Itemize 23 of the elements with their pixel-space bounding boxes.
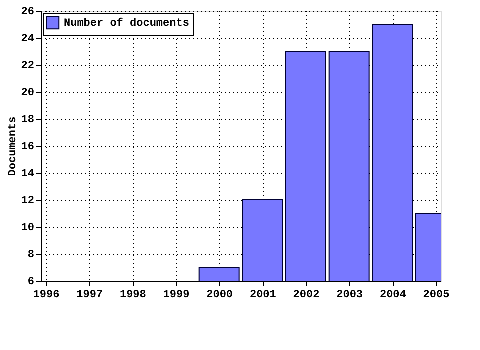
x-tick-label: 2001 [250, 290, 277, 302]
y-tick-label: 20 [21, 88, 34, 100]
x-tick-label: 2004 [380, 290, 407, 302]
x-tick-label: 1999 [163, 290, 190, 302]
legend-label: Number of documents [64, 17, 190, 30]
y-tick-label: 26 [21, 6, 34, 18]
x-tick-label: 1997 [76, 290, 104, 302]
x-tick-label: 1996 [33, 290, 60, 302]
x-tick-label: 1998 [120, 290, 147, 302]
y-tick-label: 10 [21, 222, 34, 234]
y-tick-label: 12 [21, 196, 34, 208]
x-tick-label: 2005 [423, 290, 450, 302]
y-tick-label: 22 [21, 60, 34, 72]
y-tick-label: 8 [28, 250, 35, 262]
y-tick-label: 6 [28, 276, 34, 288]
y-tick-label: 16 [21, 142, 34, 154]
x-tick-label: 2003 [336, 290, 364, 302]
y-tick-label: 24 [21, 34, 35, 46]
x-tick-label: 2000 [206, 290, 234, 302]
y-axis-title: Documents [7, 116, 20, 176]
y-tick-label: 14 [21, 168, 35, 180]
x-tick-label: 2002 [293, 290, 320, 302]
y-tick-label: 18 [21, 114, 35, 126]
